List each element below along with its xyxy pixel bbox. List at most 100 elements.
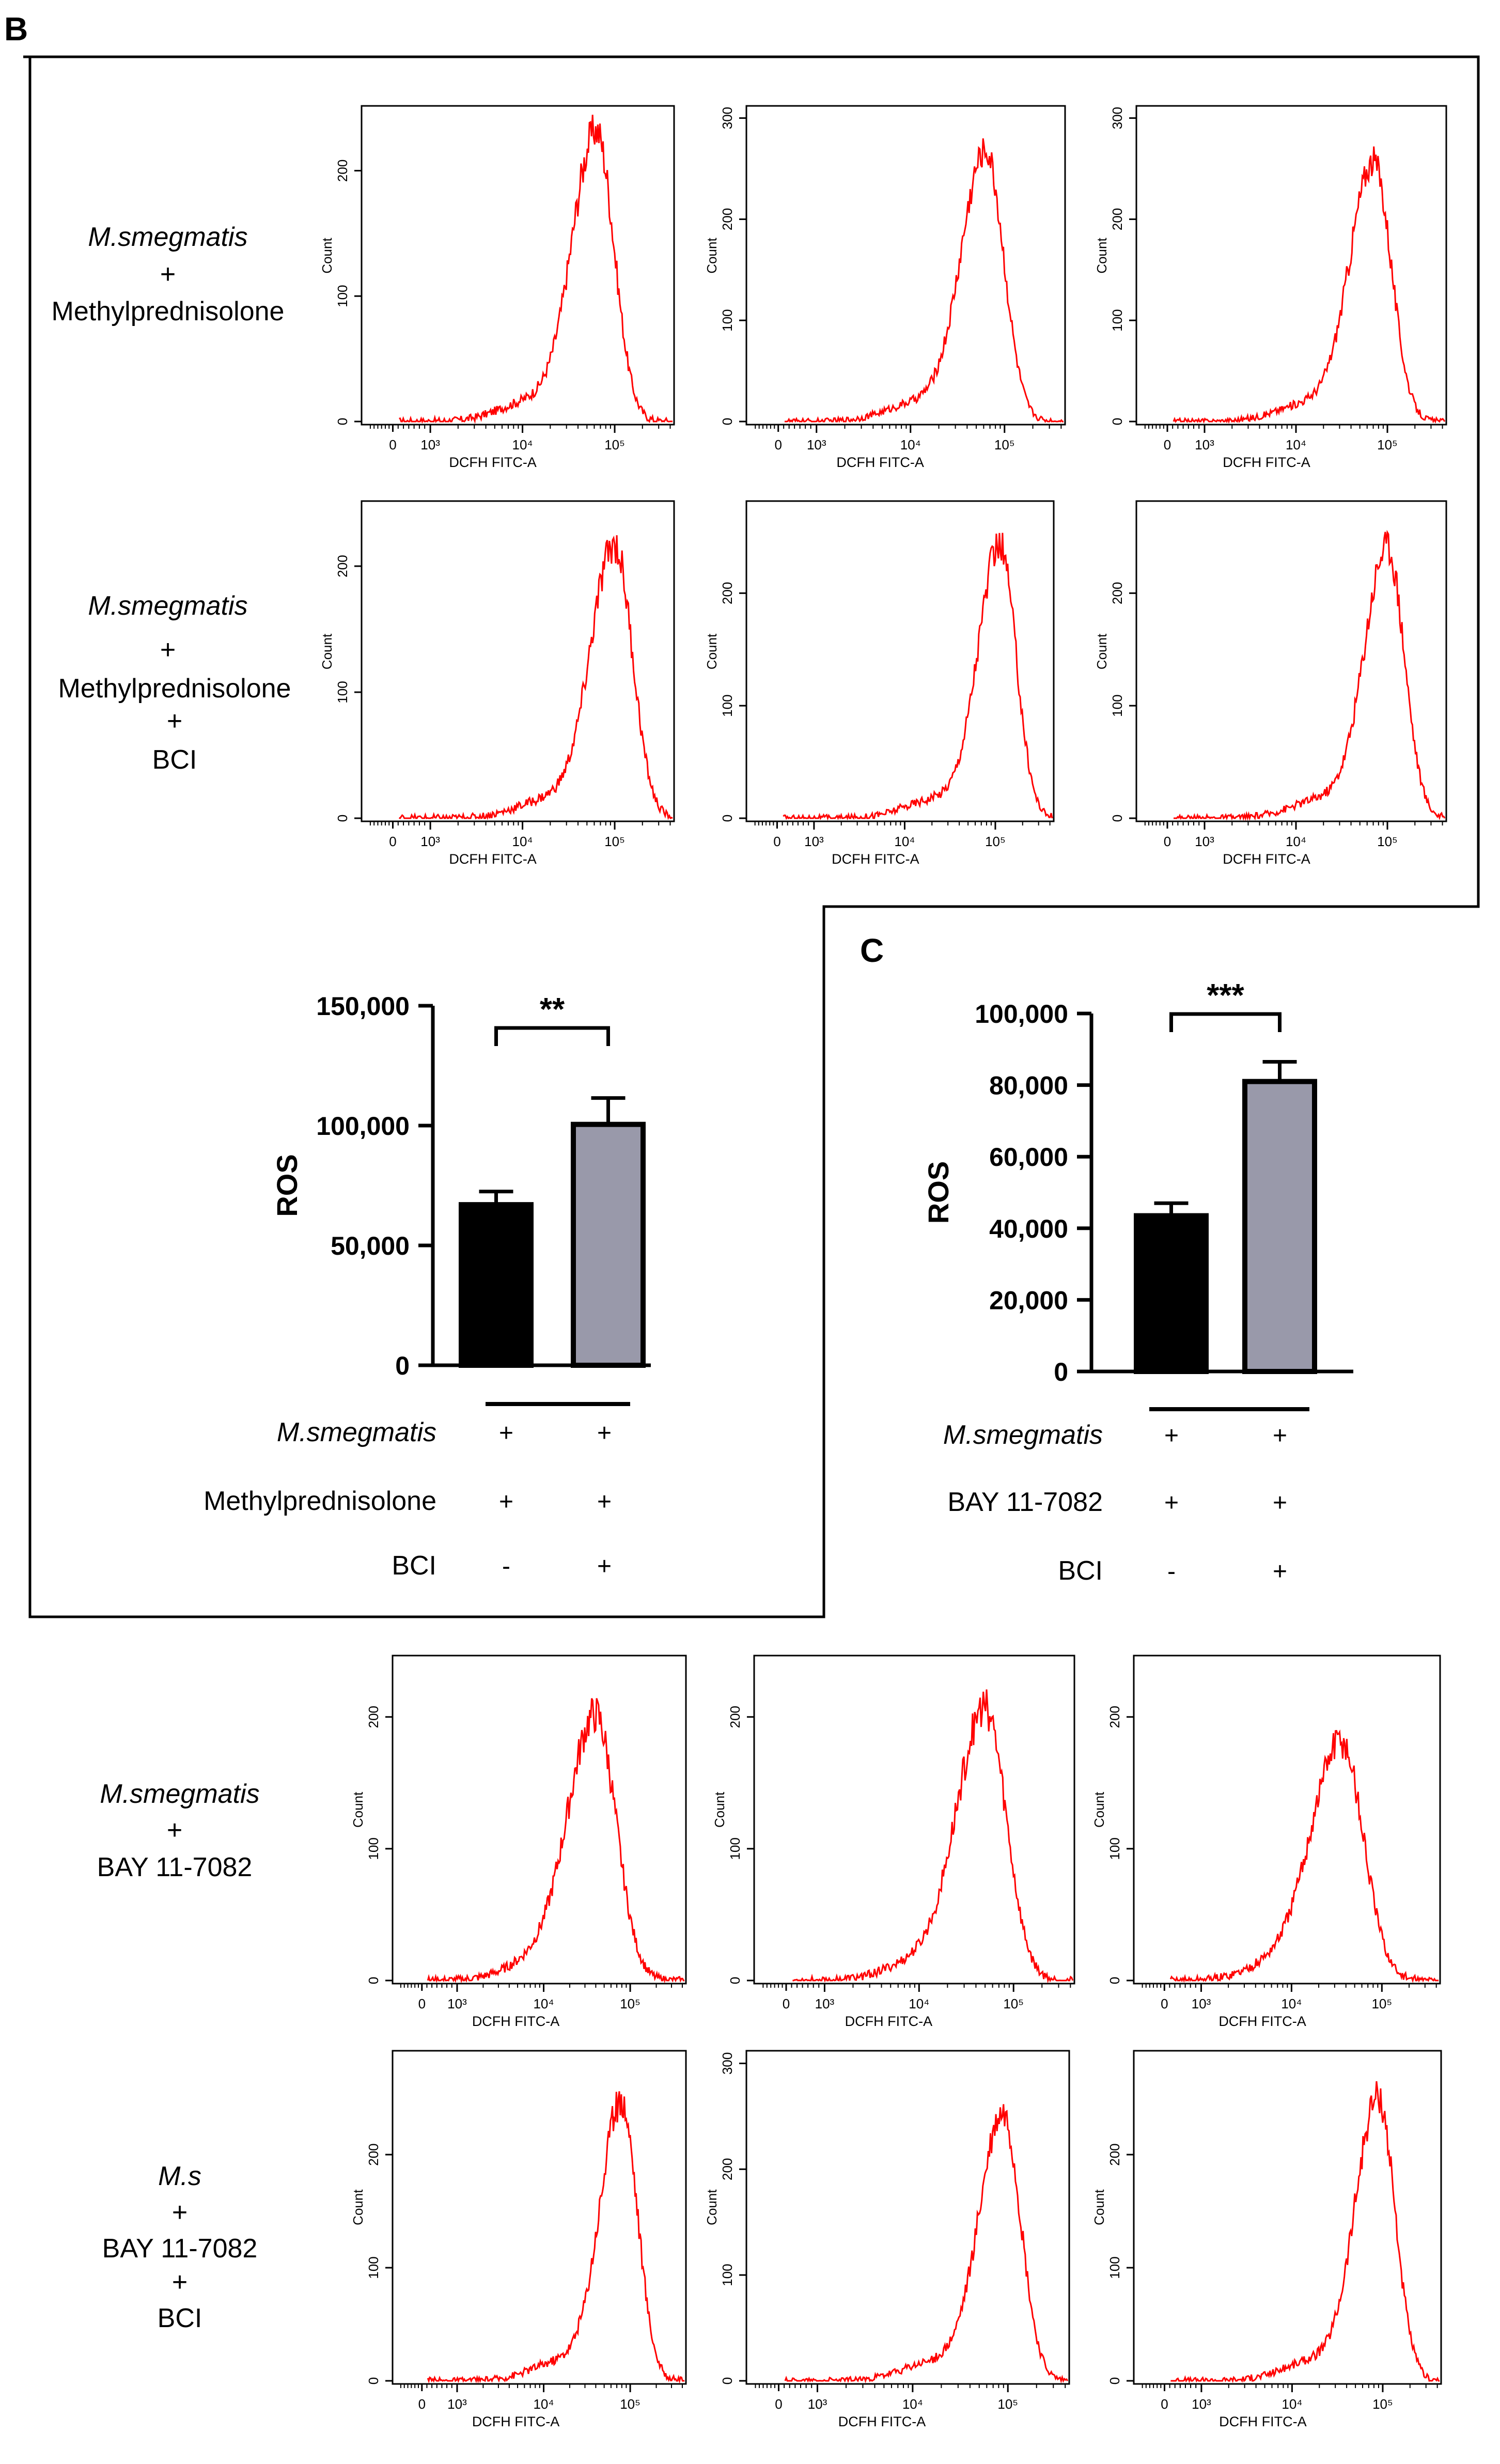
x-tick-label: 10⁴ <box>1282 2396 1302 2412</box>
plot-frame <box>1133 1655 1441 1985</box>
histogram-plot: 0 100 200 300 Count 0 10³ 10⁴ 10⁵ DCFH FITC-A <box>704 2050 1070 2429</box>
x-tick-label: 10⁴ <box>900 437 921 453</box>
condition-line: M.smegmatis <box>88 222 247 252</box>
y-tick-label: 200 <box>335 555 350 577</box>
x-axis-label: DCFH FITC-A <box>449 851 536 867</box>
x-tick-label: 10⁵ <box>994 437 1015 453</box>
treatment-sign: + <box>1164 1422 1179 1449</box>
treatment-sign: + <box>499 1488 513 1516</box>
y-axis-label: Count <box>1091 2189 1107 2225</box>
condition-line: BAY 11-7082 <box>97 1852 253 1882</box>
condition-line: Methylprednisolone <box>58 674 291 704</box>
y-axis-label: Count <box>1091 1791 1107 1828</box>
condition-line: + <box>167 706 182 736</box>
condition-line: + <box>160 259 176 289</box>
x-axis-label: DCFH FITC-A <box>845 2014 932 2029</box>
y-tick-label: 100 <box>366 2256 381 2279</box>
y-tick-label: 0 <box>720 815 735 822</box>
x-tick-label: 10⁴ <box>512 437 533 453</box>
treatment-label: M.smegmatis <box>277 1417 436 1447</box>
histogram-curve <box>1169 1729 1439 1983</box>
x-axis-label: DCFH FITC-A <box>449 455 536 470</box>
condition-line: M.smegmatis <box>100 1779 259 1809</box>
histogram-curve <box>784 2104 1069 2384</box>
x-axis-label: DCFH FITC-A <box>472 2014 559 2029</box>
y-tick-label: 0 <box>1110 815 1125 822</box>
histogram-plot: 0 100 200 Count 0 10³ 10⁴ 10⁵ DCFH FITC-A <box>1094 500 1447 867</box>
condition-label-c-row2: M.s + BAY 11-7082 + BCI <box>102 2161 258 2333</box>
panel-label-c: C <box>860 932 884 969</box>
y-axis-label: Count <box>350 1791 366 1828</box>
treatment-sign: + <box>597 1553 612 1580</box>
condition-line: BCI <box>158 2303 202 2333</box>
x-tick-label: 0 <box>1161 1996 1168 2011</box>
x-tick-label: 0 <box>774 437 782 453</box>
x-tick-label: 10⁴ <box>894 834 915 849</box>
treatment-sign: + <box>597 1488 612 1516</box>
x-tick-label: 10⁵ <box>1372 2396 1393 2412</box>
y-tick-label: 300 <box>1110 107 1125 129</box>
x-tick-label: 10⁵ <box>620 2396 640 2412</box>
treatment-sign: - <box>502 1553 510 1580</box>
y-tick-label: 0 <box>1107 1977 1122 1984</box>
treatment-sign: + <box>597 1420 612 1447</box>
x-tick-label: 10³ <box>804 834 824 849</box>
panel-b-frame <box>23 55 1480 1618</box>
condition-line: Methylprednisolone <box>52 297 285 326</box>
x-tick-label: 10⁴ <box>1286 437 1306 453</box>
histogram-curve <box>398 535 673 820</box>
x-tick-label: 10³ <box>1192 1996 1211 2011</box>
x-tick-label: 10⁴ <box>512 834 533 849</box>
plot-frame <box>1135 105 1447 426</box>
x-tick-label: 0 <box>389 437 396 453</box>
y-tick-label: 300 <box>720 2052 735 2075</box>
y-tick-label: 100 <box>1110 694 1125 716</box>
x-tick-label: 10³ <box>420 437 440 453</box>
y-tick-label: 100 <box>1107 2256 1122 2279</box>
histogram-plot: 0 100 200 Count 0 10³ 10⁴ 10⁵ DCFH FITC-A <box>1091 2050 1442 2429</box>
x-tick-label: 10⁵ <box>620 1996 640 2011</box>
x-tick-label: 0 <box>1164 834 1171 849</box>
y-tick-label: 100 <box>335 285 350 307</box>
treatment-sign: + <box>1273 1489 1287 1517</box>
x-axis-label: DCFH FITC-A <box>838 2414 926 2429</box>
x-tick-label: 0 <box>1164 437 1171 453</box>
y-axis-label: Count <box>1094 633 1110 669</box>
histogram-curve <box>783 533 1053 821</box>
x-axis-label: DCFH FITC-A <box>1223 851 1310 867</box>
x-axis-label: DCFH FITC-A <box>836 455 924 470</box>
condition-line: + <box>172 2197 187 2227</box>
y-tick-label: 200 <box>366 2143 381 2165</box>
x-tick-label: 10⁴ <box>533 1996 554 2011</box>
x-axis-label: DCFH FITC-A <box>472 2414 559 2429</box>
y-tick-label: 0 <box>1107 2377 1122 2384</box>
condition-label-b-row2: M.smegmatis + Methylprednisolone + BCI <box>58 591 291 775</box>
histogram-plot: 0 100 200 Count 0 10³ 10⁴ 10⁵ DCFH FITC-A <box>319 105 675 470</box>
plot-frame <box>745 105 1066 426</box>
histogram-plot: 0 100 200 Count 0 10³ 10⁴ 10⁵ DCFH FITC-A <box>712 1655 1075 2029</box>
y-axis-label: Count <box>704 2189 720 2225</box>
x-tick-label: 10⁵ <box>1371 1996 1392 2011</box>
x-tick-label: 10⁵ <box>985 834 1006 849</box>
y-tick-label: 200 <box>720 582 735 604</box>
y-axis-label: Count <box>319 633 335 669</box>
histogram-curve <box>427 2091 685 2384</box>
histogram-plot: 0 100 200 Count 0 10³ 10⁴ 10⁵ DCFH FITC-A <box>350 2050 687 2429</box>
y-axis-label: Count <box>704 238 720 274</box>
condition-line: + <box>172 2267 187 2297</box>
y-tick-label: 0 <box>720 418 735 425</box>
y-tick-label: 100 <box>1107 1837 1122 1860</box>
plot-frame <box>361 500 675 822</box>
treatment-sign: - <box>1167 1558 1176 1585</box>
y-tick-label: 0 <box>727 1977 743 1984</box>
bar <box>459 1202 534 1368</box>
x-tick-label: 10⁵ <box>1377 834 1398 849</box>
bar-chart-b: 0 50,000 100,000 150,000 ROS ** M.smegmatis + + M… <box>204 992 651 1581</box>
x-tick-label: 0 <box>775 2396 782 2412</box>
treatment-label: BCI <box>1058 1556 1103 1586</box>
histogram-curve <box>427 1698 685 1984</box>
x-tick-label: 10³ <box>1195 437 1214 453</box>
x-tick-label: 10⁵ <box>1003 1996 1024 2011</box>
condition-line: BAY 11-7082 <box>102 2234 258 2264</box>
y-tick-label: 100,000 <box>975 1000 1068 1028</box>
